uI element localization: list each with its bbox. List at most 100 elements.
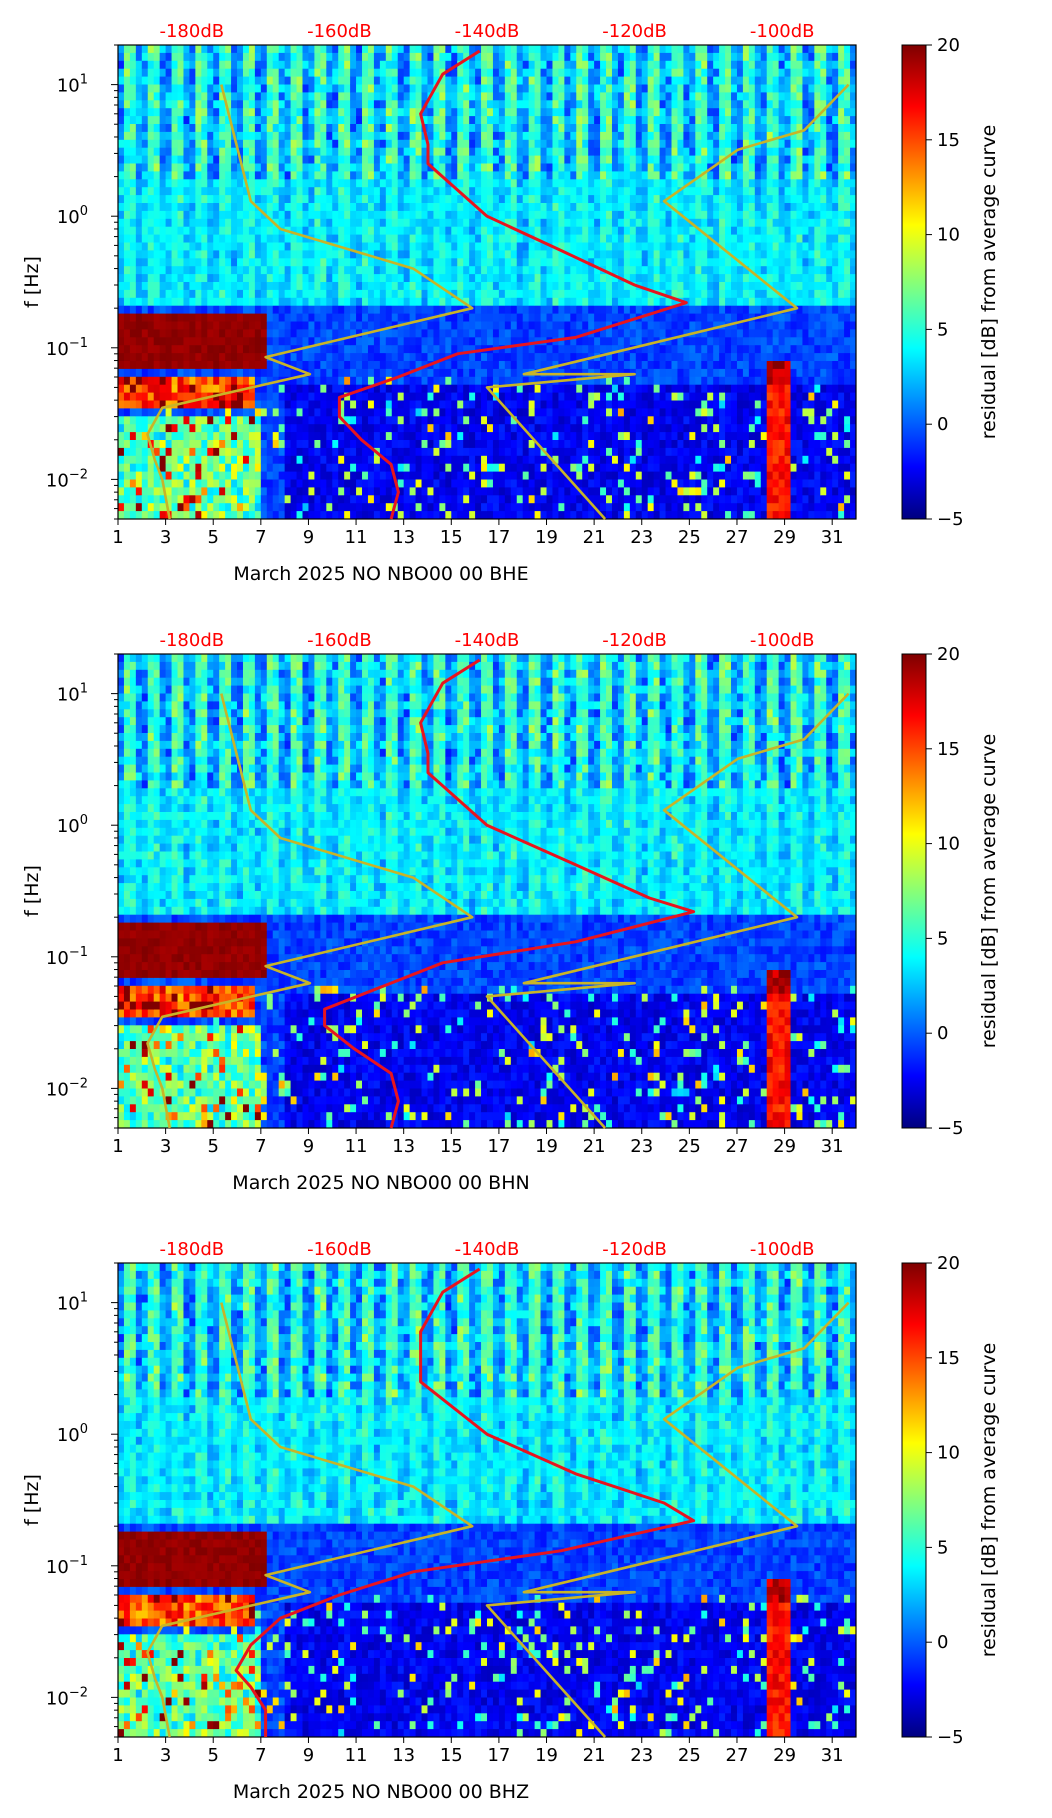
heatmap-cell: [320, 187, 327, 196]
heatmap-cell: [546, 384, 553, 393]
heatmap-cell: [123, 68, 131, 77]
heatmap-cell: [397, 45, 405, 54]
heatmap-cell: [576, 297, 583, 307]
heatmap-cell: [141, 447, 149, 457]
heatmap-cell: [421, 313, 428, 322]
heatmap-cell: [421, 479, 428, 488]
heatmap-cell: [189, 179, 196, 188]
heatmap-cell: [266, 163, 274, 172]
heatmap-cell: [213, 52, 220, 62]
heatmap-cell: [248, 416, 256, 425]
heatmap-cell: [481, 52, 488, 62]
heatmap-cell: [248, 289, 256, 299]
heatmap-cell: [278, 289, 286, 299]
heatmap-cell: [302, 313, 309, 322]
heatmap-cell: [457, 203, 464, 212]
heatmap-cell: [260, 179, 268, 188]
heatmap-cell: [540, 108, 547, 117]
heatmap-cell: [201, 258, 208, 267]
heatmap-cell: [314, 455, 321, 465]
heatmap-cell: [195, 408, 202, 417]
heatmap-cell: [427, 179, 434, 188]
heatmap-cell: [183, 92, 190, 101]
heatmap-cell: [135, 479, 143, 488]
heatmap-cell: [302, 361, 309, 370]
heatmap-cell: [350, 124, 357, 133]
heatmap-cell: [302, 400, 309, 409]
heatmap-cell: [320, 353, 327, 362]
heatmap-cell: [510, 305, 518, 314]
heatmap-cell: [213, 487, 220, 496]
heatmap-cell: [367, 353, 375, 362]
heatmap-cell: [611, 68, 619, 77]
heatmap-cell: [403, 258, 411, 267]
heatmap-cell: [403, 52, 411, 62]
heatmap-cell: [213, 408, 220, 417]
heatmap-cell: [504, 242, 512, 251]
heatmap-cell: [159, 45, 167, 54]
heatmap-cell: [278, 274, 286, 283]
heatmap-cell: [183, 447, 190, 457]
heatmap-cell: [213, 250, 220, 259]
heatmap-cell: [326, 511, 333, 520]
heatmap-cell: [570, 155, 577, 164]
heatmap-cell: [445, 139, 452, 149]
heatmap-cell: [409, 92, 416, 101]
heatmap-cell: [588, 345, 595, 354]
heatmap-cell: [403, 345, 411, 354]
heatmap-cell: [237, 108, 244, 117]
heatmap-cell: [379, 84, 387, 93]
heatmap-cell: [266, 368, 274, 378]
heatmap-cell: [463, 495, 470, 504]
heatmap-cell: [558, 416, 565, 425]
heatmap-cell: [278, 447, 286, 457]
heatmap-cell: [510, 226, 518, 235]
heatmap-cell: [433, 511, 440, 520]
heatmap-cell: [594, 76, 601, 85]
heatmap-cell: [153, 242, 161, 251]
heatmap-cell: [356, 305, 363, 314]
heatmap-cell: [576, 400, 583, 409]
heatmap-cell: [350, 503, 357, 512]
heatmap-cell: [540, 203, 547, 212]
heatmap-cell: [177, 92, 184, 101]
heatmap-cell: [516, 171, 524, 180]
heatmap-cell: [118, 384, 125, 393]
heatmap-cell: [362, 408, 369, 417]
heatmap-cell: [248, 163, 256, 172]
heatmap-cell: [129, 139, 137, 149]
heatmap-cell: [564, 108, 571, 117]
heatmap-cell: [213, 305, 220, 314]
heatmap-cell: [296, 416, 303, 425]
heatmap-cell: [350, 155, 357, 164]
heatmap-cell: [475, 503, 482, 512]
heatmap-cell: [481, 139, 488, 149]
heatmap-cell: [504, 503, 512, 512]
heatmap-cell: [373, 424, 381, 433]
heatmap-cell: [504, 163, 512, 172]
heatmap-cell: [225, 258, 232, 267]
heatmap-cell: [576, 68, 583, 77]
heatmap-cell: [481, 392, 488, 401]
heatmap-cell: [510, 440, 518, 449]
heatmap-cell: [302, 195, 309, 204]
heatmap-cell: [308, 210, 315, 220]
heatmap-cell: [522, 147, 530, 156]
heatmap-cell: [498, 68, 506, 77]
heatmap-cell: [254, 124, 262, 133]
heatmap-cell: [540, 116, 547, 125]
heatmap-cell: [391, 155, 399, 164]
heatmap-cell: [558, 400, 565, 409]
heatmap-cell: [540, 52, 547, 62]
heatmap-cell: [373, 471, 381, 480]
heatmap-cell: [558, 424, 565, 433]
heatmap-cell: [397, 345, 405, 354]
heatmap-cell: [338, 376, 345, 386]
heatmap-cell: [195, 266, 202, 275]
heatmap-cell: [207, 52, 214, 62]
heatmap-cell: [332, 329, 339, 338]
heatmap-cell: [207, 447, 214, 457]
heatmap-cell: [516, 131, 524, 141]
heatmap-cell: [415, 376, 422, 386]
heatmap-cell: [183, 353, 190, 362]
